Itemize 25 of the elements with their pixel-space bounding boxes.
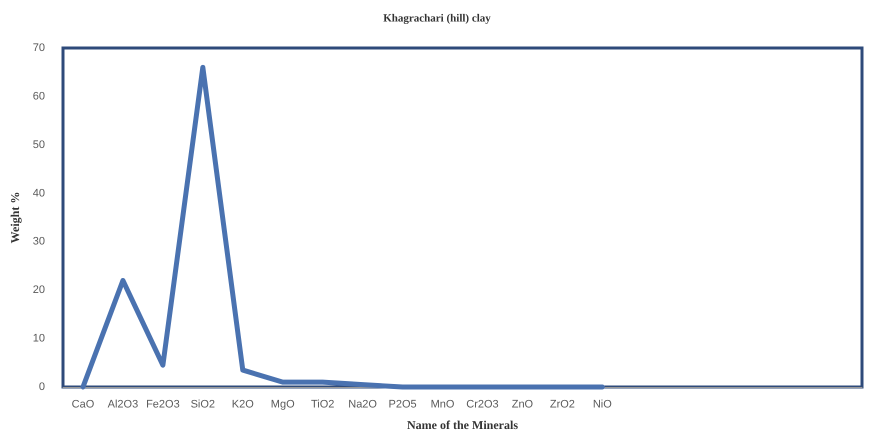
x-tick-label: Na2O — [348, 398, 378, 410]
x-tick-label: SiO2 — [190, 398, 216, 410]
y-tick-label: 50 — [32, 138, 45, 151]
y-tick-label: 10 — [32, 332, 45, 345]
x-tick-label: CaO — [72, 398, 95, 410]
x-tick-label: MgO — [270, 398, 296, 410]
y-tick-label: 70 — [32, 42, 45, 54]
x-tick-label: ZrO2 — [550, 398, 575, 410]
chart-title: Khagrachari (hill) clay — [383, 12, 492, 24]
y-tick-label: 60 — [32, 90, 45, 102]
x-axis-title: Name of the Minerals — [407, 418, 518, 432]
x-tick-label: K2O — [232, 398, 254, 410]
x-tick-label: TiO2 — [310, 398, 334, 410]
y-tick-label: 40 — [32, 187, 45, 200]
x-tick-label: NiO — [592, 398, 612, 410]
x-tick-label: Al2O3 — [108, 398, 138, 410]
y-axis-title: Weight % — [8, 192, 22, 244]
y-tick-label: 30 — [32, 236, 45, 248]
x-tick-label: MnO — [430, 398, 455, 410]
x-tick-label: P2O5 — [388, 398, 417, 410]
x-tick-label: Cr2O3 — [466, 398, 499, 410]
y-tick-label: 0 — [38, 381, 45, 393]
x-tick-label: Fe2O3 — [146, 398, 180, 410]
y-tick-label: 20 — [32, 284, 45, 296]
x-tick-label: ZnO — [512, 398, 534, 410]
